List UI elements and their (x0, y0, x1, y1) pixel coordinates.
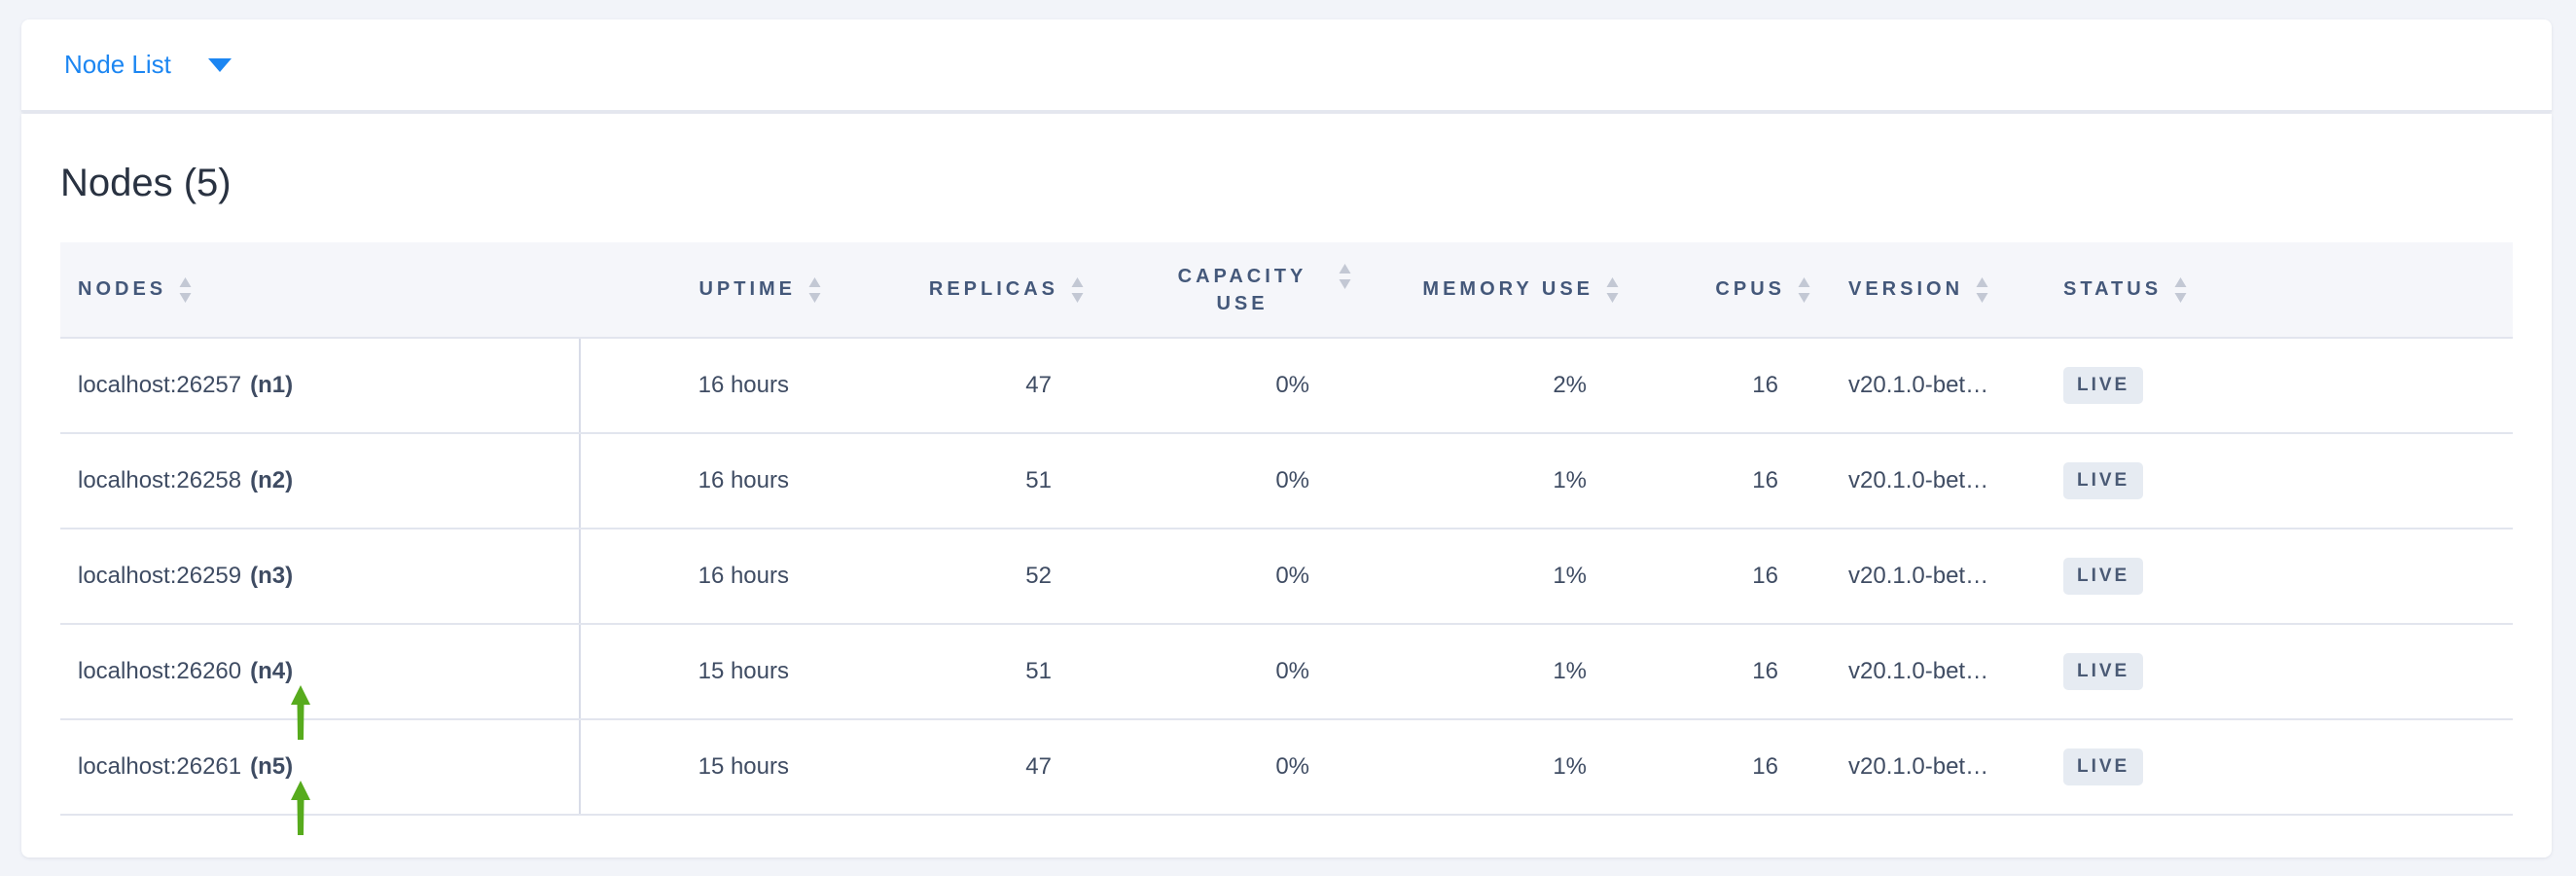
node-id: (n5) (250, 753, 294, 780)
cell-memory-use: 1% (1553, 467, 1587, 493)
node-id: (n2) (250, 467, 294, 493)
cell-status: LIVE (2038, 625, 2513, 718)
cell-replicas: 47 (1025, 372, 1052, 398)
column-header-cpus[interactable]: CPUS (1620, 242, 1811, 337)
cell-capacity-use: 0% (1275, 467, 1309, 493)
cell-memory-use: 1% (1553, 753, 1587, 780)
cell-uptime: 15 hours (698, 753, 789, 780)
column-header-label: VERSION (1848, 278, 1964, 300)
node-list-dropdown[interactable]: Node List (64, 50, 232, 80)
table-body: localhost:26257 (n1) 16 hours 47 0% 2% 1… (60, 339, 2513, 835)
column-header-uptime[interactable]: UPTIME (581, 242, 822, 337)
column-header-version[interactable]: VERSION (1811, 242, 2038, 337)
cell-memory-use: 1% (1553, 658, 1587, 684)
green-up-arrow-icon (291, 781, 310, 835)
cell-capacity-use: 0% (1275, 753, 1309, 780)
sort-arrows-icon (179, 276, 192, 303)
table-row: localhost:26260 (n4) 15 hours 51 0% 1% 1… (60, 625, 2513, 740)
page-selector-bar: Node List (21, 19, 2552, 112)
cell-cpus: 16 (1752, 563, 1778, 589)
cell-version: v20.1.0-bet… (1848, 753, 1989, 780)
table-row: localhost:26259 (n3) 16 hours 52 0% 1% 1… (60, 529, 2513, 625)
sort-arrows-icon (808, 276, 821, 303)
table-row: localhost:26257 (n1) 16 hours 47 0% 2% 1… (60, 339, 2513, 434)
cell-status: LIVE (2038, 434, 2513, 528)
cell-memory-use: 2% (1553, 372, 1587, 398)
cell-version: v20.1.0-bet… (1848, 658, 1989, 684)
column-header-capacity_use[interactable]: CAPACITY USE (1085, 242, 1352, 337)
cell-node: localhost:26258 (n2) (60, 434, 581, 528)
cell-node: localhost:26257 (n1) (60, 339, 581, 432)
cell-cpus: 16 (1752, 372, 1778, 398)
cell-replicas: 51 (1025, 658, 1052, 684)
cell-status: LIVE (2038, 720, 2513, 814)
column-header-label: NODES (78, 278, 167, 300)
cell-replicas: 52 (1025, 563, 1052, 589)
cell-uptime: 16 hours (698, 563, 789, 589)
sort-arrows-icon (1798, 276, 1810, 303)
column-header-label: UPTIME (698, 278, 796, 300)
table-header-row: NODES UPTIME REPLICAS CAPACITY USE MEMOR… (60, 242, 2513, 339)
cell-capacity-use: 0% (1275, 658, 1309, 684)
column-header-label: REPLICAS (928, 278, 1058, 300)
column-header-node[interactable]: NODES (60, 242, 581, 337)
column-header-status[interactable]: STATUS (2038, 242, 2513, 337)
table-row: localhost:26258 (n2) 16 hours 51 0% 1% 1… (60, 434, 2513, 529)
node-address: localhost:26258 (78, 467, 242, 493)
nodes-card: Nodes (5) NODES UPTIME REPLICAS CAPACITY… (21, 114, 2552, 858)
page-title: Nodes (5) (60, 162, 232, 204)
cell-version: v20.1.0-bet… (1848, 467, 1989, 493)
cell-capacity-use: 0% (1275, 372, 1309, 398)
nodes-table: NODES UPTIME REPLICAS CAPACITY USE MEMOR… (60, 242, 2513, 835)
status-badge: LIVE (2063, 653, 2144, 690)
node-address: localhost:26259 (78, 563, 242, 589)
cell-node: localhost:26259 (n3) (60, 529, 581, 623)
cell-uptime: 16 hours (698, 467, 789, 493)
node-address: localhost:26257 (78, 372, 242, 398)
cell-node: localhost:26260 (n4) (60, 625, 581, 740)
caret-down-icon (207, 57, 232, 72)
cell-version: v20.1.0-bet… (1848, 372, 1989, 398)
sort-arrows-icon (1976, 276, 1988, 303)
column-header-label: CPUS (1715, 278, 1785, 300)
cell-cpus: 16 (1752, 467, 1778, 493)
column-header-label: CAPACITY USE (1177, 265, 1307, 314)
status-badge: LIVE (2063, 558, 2144, 595)
cell-cpus: 16 (1752, 658, 1778, 684)
cell-status: LIVE (2038, 339, 2513, 432)
cell-memory-use: 1% (1553, 563, 1587, 589)
column-header-label: STATUS (2063, 278, 2163, 300)
cell-uptime: 16 hours (698, 372, 789, 398)
cell-capacity-use: 0% (1275, 563, 1309, 589)
status-badge: LIVE (2063, 367, 2144, 404)
cell-node: localhost:26261 (n5) (60, 720, 581, 835)
sort-arrows-icon (1339, 263, 1351, 289)
sort-arrows-icon (2174, 276, 2187, 303)
node-id: (n1) (250, 372, 294, 398)
status-badge: LIVE (2063, 462, 2144, 499)
node-list-dropdown-label: Node List (64, 50, 171, 79)
sort-arrows-icon (1071, 276, 1084, 303)
node-address: localhost:26260 (78, 658, 242, 684)
table-row: localhost:26261 (n5) 15 hours 47 0% 1% 1… (60, 720, 2513, 835)
green-up-arrow-icon (291, 685, 310, 740)
node-id: (n4) (250, 658, 294, 684)
status-badge: LIVE (2063, 748, 2144, 785)
cell-status: LIVE (2038, 529, 2513, 623)
cell-cpus: 16 (1752, 753, 1778, 780)
cell-replicas: 51 (1025, 467, 1052, 493)
cell-uptime: 15 hours (698, 658, 789, 684)
column-header-replicas[interactable]: REPLICAS (822, 242, 1085, 337)
cell-version: v20.1.0-bet… (1848, 563, 1989, 589)
node-id: (n3) (250, 563, 294, 589)
column-header-label: MEMORY USE (1422, 278, 1593, 300)
cell-replicas: 47 (1025, 753, 1052, 780)
column-header-memory_use[interactable]: MEMORY USE (1352, 242, 1620, 337)
sort-arrows-icon (1606, 276, 1619, 303)
node-address: localhost:26261 (78, 753, 242, 780)
